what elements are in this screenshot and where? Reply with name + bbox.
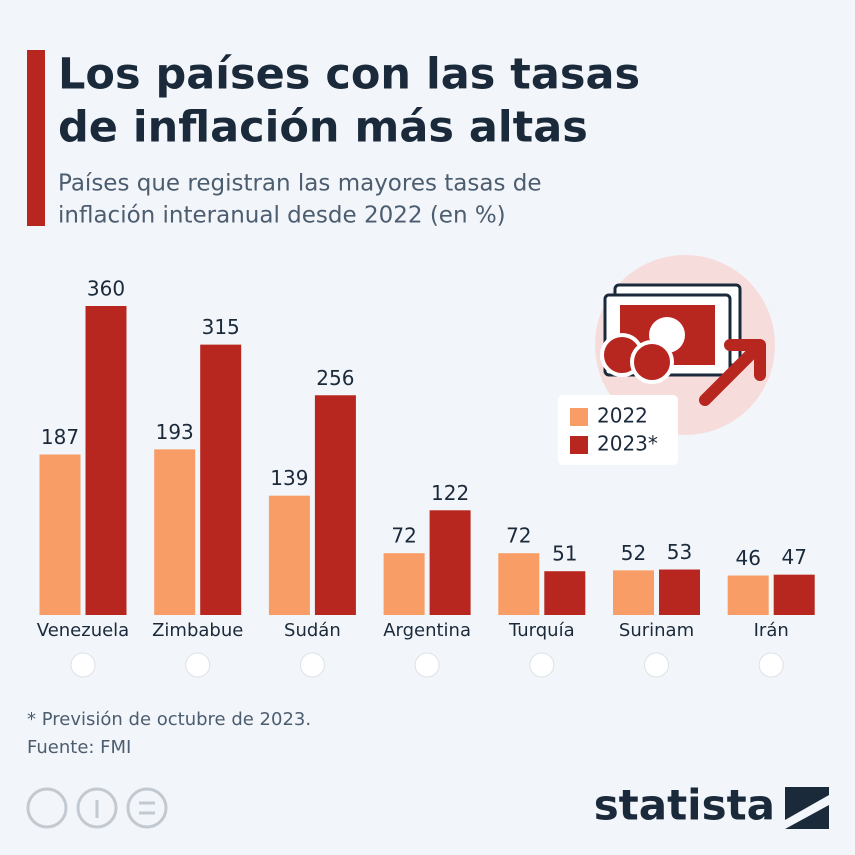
flag (299, 652, 325, 678)
flag (529, 652, 555, 678)
value-label: 51 (552, 542, 577, 566)
legend-swatch (570, 408, 588, 426)
value-label: 315 (202, 315, 240, 339)
source: Fuente: FMI (27, 737, 131, 758)
x-tick-label: Irán (754, 620, 789, 641)
brand-logo (785, 787, 829, 829)
bar (39, 454, 81, 615)
x-tick-label: Zimbabue (152, 620, 243, 641)
flags (70, 652, 784, 678)
footnote: * Previsión de octubre de 2023. (27, 709, 311, 730)
legend-swatch (570, 436, 588, 454)
bar (727, 575, 769, 615)
title-accent (27, 50, 45, 226)
flag (70, 652, 96, 678)
bar (773, 574, 815, 615)
bar (314, 395, 356, 615)
bar (498, 553, 540, 615)
bar (85, 306, 127, 615)
illustration (595, 255, 775, 435)
value-label: 52 (621, 541, 646, 565)
value-label: 72 (506, 524, 531, 548)
flag (414, 652, 440, 678)
bar (383, 553, 425, 615)
bar (200, 344, 242, 615)
x-tick-label: Surinam (619, 620, 694, 641)
legend-label: 2023* (597, 432, 658, 456)
bar (429, 510, 471, 615)
subtitle: Países que registran las mayores tasas d… (58, 171, 542, 197)
value-label: 122 (431, 481, 469, 505)
brand: statista (594, 781, 775, 830)
x-tick-label: Turquía (508, 620, 575, 641)
value-label: 72 (391, 524, 416, 548)
bar (544, 571, 586, 615)
value-label: 193 (156, 420, 194, 444)
x-tick-label: Venezuela (37, 620, 129, 641)
bar (613, 570, 654, 615)
bar (154, 449, 196, 615)
x-tick-label: Argentina (383, 620, 471, 641)
value-label: 47 (781, 545, 806, 569)
flag (644, 652, 669, 678)
value-label: 53 (667, 540, 692, 564)
value-label: 139 (270, 466, 308, 490)
x-tick-label: Sudán (284, 620, 341, 641)
legend-label: 2022 (597, 404, 648, 428)
flag (758, 652, 784, 678)
chart-title: Los países con las tasas (58, 50, 640, 100)
value-label: 360 (87, 277, 125, 301)
value-label: 46 (735, 546, 760, 570)
chart-title: de inflación más altas (58, 103, 588, 153)
flag (185, 652, 211, 678)
subtitle: inflación interanual desde 2022 (en %) (58, 203, 506, 229)
license-icons (26, 787, 168, 829)
value-label: 256 (316, 366, 354, 390)
bar (268, 495, 310, 615)
value-label: 187 (41, 425, 79, 449)
bar (659, 569, 700, 615)
